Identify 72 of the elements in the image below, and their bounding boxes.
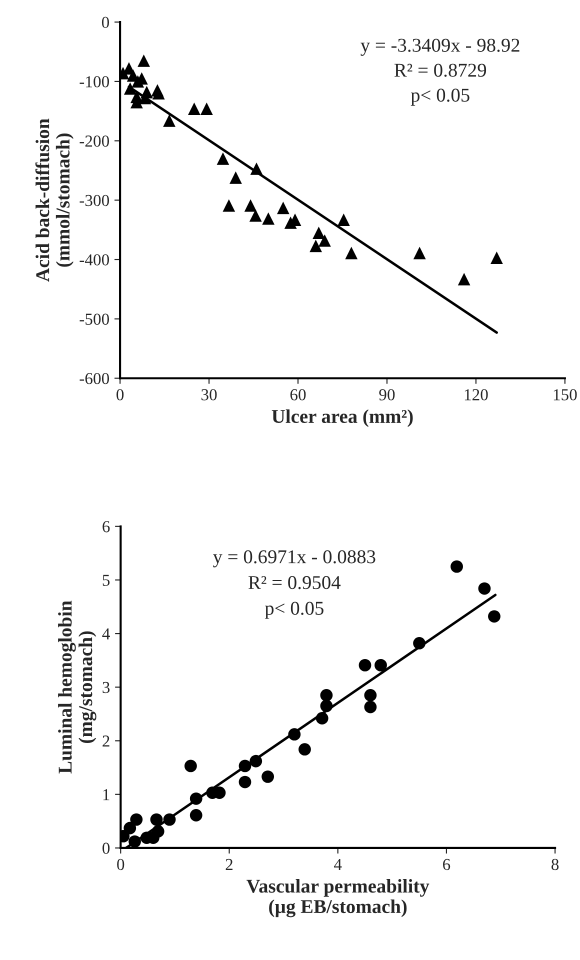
- point: [374, 658, 387, 672]
- y-axis-title: Luminal hemoglobin (mg/stomach): [58, 600, 96, 774]
- annotation: y = -3.3409x - 98.92: [360, 38, 520, 56]
- annotation: y = 0.6971x - 0.0883: [213, 550, 376, 568]
- y-tick-label: 4: [102, 628, 110, 640]
- y-tick-label: -500: [80, 314, 110, 325]
- y-tick-label: -200: [80, 136, 110, 147]
- point: [345, 246, 358, 260]
- x-tick-label: 60: [290, 389, 306, 400]
- point: [298, 743, 311, 756]
- y-tick-label: 2: [102, 736, 110, 747]
- x-tick-label: 0: [117, 858, 124, 870]
- y-tick-label: -300: [80, 194, 110, 206]
- point: [190, 809, 202, 822]
- point: [312, 226, 325, 240]
- point: [216, 152, 230, 165]
- point: [138, 54, 150, 67]
- x-tick-label: 8: [552, 858, 559, 870]
- point: [478, 582, 491, 595]
- x-tick-label: 0: [116, 389, 124, 400]
- point: [238, 776, 252, 788]
- point: [150, 813, 163, 826]
- annotation: p< 0.05: [264, 602, 324, 619]
- x-tick-label: 4: [334, 858, 342, 870]
- y-tick-label: 0: [102, 842, 110, 854]
- annotation: R² = 0.8729: [394, 64, 486, 77]
- point: [450, 560, 463, 573]
- x-tick-label: 2: [226, 858, 232, 870]
- point: [276, 202, 290, 214]
- point: [488, 610, 500, 623]
- point: [151, 84, 164, 97]
- y-tick-label: 3: [102, 682, 110, 694]
- point: [413, 246, 426, 260]
- point: [130, 813, 143, 826]
- y-axis-title: Acid back-diffusion (mmol/stomach): [35, 118, 74, 282]
- x-axis-title: Ulcer area (mm²): [272, 409, 413, 427]
- point: [222, 199, 236, 212]
- x-tick-label: 90: [379, 389, 395, 400]
- x-axis-title: Vascular permeability (µg EB/stomach): [246, 879, 430, 918]
- point: [132, 75, 144, 88]
- y-tick-label: 0: [102, 16, 110, 28]
- point: [262, 212, 275, 225]
- point: [337, 214, 350, 226]
- point: [163, 114, 176, 127]
- y-tick-label: -400: [80, 254, 110, 266]
- annotation: R² = 0.9504: [248, 576, 341, 590]
- point: [244, 199, 257, 212]
- point: [188, 102, 200, 115]
- point: [310, 240, 322, 252]
- point: [200, 102, 213, 115]
- y-tick-label: -100: [80, 76, 110, 88]
- x-tick-label: 120: [464, 389, 488, 400]
- point: [249, 209, 262, 222]
- point: [490, 252, 503, 264]
- point: [358, 658, 372, 672]
- x-tick-label: 30: [201, 389, 217, 400]
- point: [184, 760, 197, 772]
- y-tick-label: 1: [103, 789, 110, 800]
- point: [364, 688, 377, 702]
- point: [262, 770, 274, 783]
- point: [318, 234, 331, 247]
- y-tick-label: 6: [102, 521, 110, 532]
- annotation: p< 0.05: [410, 88, 470, 106]
- point: [230, 171, 242, 184]
- point: [124, 822, 136, 834]
- x-tick-label: 6: [443, 858, 450, 870]
- x-tick-label: 150: [554, 389, 577, 400]
- point: [320, 688, 333, 702]
- point: [364, 700, 377, 714]
- y-tick-label: 5: [102, 574, 110, 586]
- y-tick-label: -600: [80, 372, 110, 384]
- point: [458, 272, 470, 286]
